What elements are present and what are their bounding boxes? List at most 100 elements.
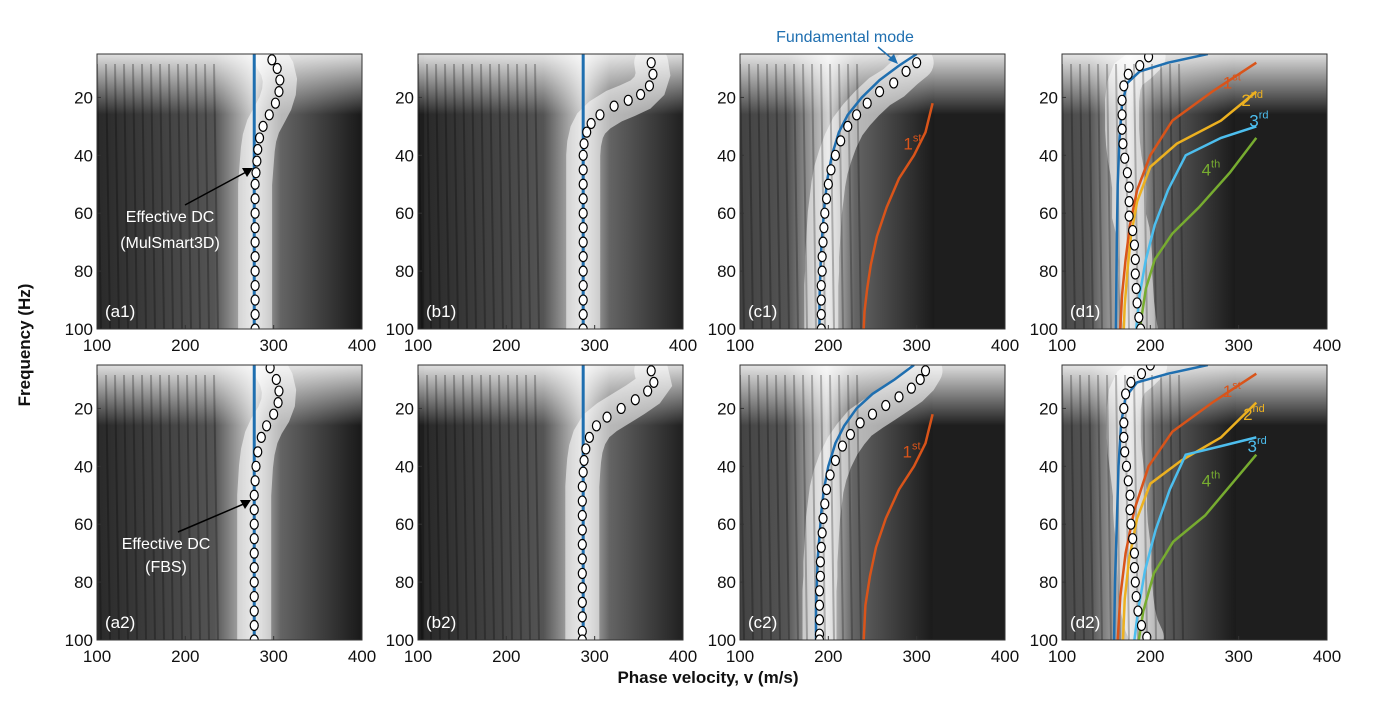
striation [480,63,486,329]
x-tick-label: 200 [171,336,199,355]
dc-point [578,279,588,292]
panel-b2: (b2) 100 200 300 400 20 40 60 80 100 [386,364,697,666]
dc-point [1130,268,1140,280]
x-tick-label: 400 [348,336,376,355]
dc-point [1143,54,1154,63]
dc-point [256,431,266,443]
striation [525,374,531,640]
striation [775,374,781,640]
y-tick-label: 40 [74,146,93,165]
x-tick-label: 300 [1224,336,1252,355]
striation [1160,63,1166,329]
dc-point [1122,167,1132,179]
dc-point [630,394,640,406]
y-tick-label: 20 [717,399,736,418]
dc-point [1118,138,1128,150]
striation [168,63,174,329]
dc-point [1123,475,1133,487]
y-tick-label: 100 [1030,631,1058,650]
dc-point [1130,576,1140,588]
axes-frame [739,53,1006,330]
y-tick-label: 20 [1039,88,1058,107]
dc-point [814,634,825,640]
y-tick-label: 60 [395,204,414,223]
panel-label: (b1) [426,302,456,321]
dc-point [1124,210,1134,222]
dc-point [577,611,587,623]
dc-point [1121,460,1132,472]
striation [1169,374,1175,640]
dc-point [819,222,829,234]
dc-point [578,164,588,176]
dc-point [889,77,899,89]
striation [740,63,745,329]
x-tick-label: 300 [259,336,287,355]
dc-point [595,109,605,121]
striation [105,63,111,329]
dc-point [578,294,588,306]
axes-frame [739,364,1006,641]
dc-point [644,80,655,92]
striation [462,374,468,640]
y-tick-label: 60 [1039,204,1058,223]
dc-point [577,582,587,594]
y-tick-label: 60 [717,204,736,223]
y-tick-label: 100 [708,631,736,650]
striation [141,63,147,329]
striation [793,374,799,640]
striation [97,63,102,329]
striation [453,374,459,640]
y-tick-label: 100 [65,631,93,650]
y-tick-label: 80 [717,262,736,281]
dc-point [591,420,602,432]
dc-point [814,614,825,626]
dc-point [270,97,281,109]
x-tick-label: 200 [492,336,520,355]
dc-point [249,518,259,530]
dc-point [1131,282,1141,295]
dc-point [643,385,653,397]
dc-point [582,126,592,138]
dc-point [1128,533,1138,545]
striation [1097,63,1103,329]
striation [1106,374,1112,640]
dc-point [579,454,589,467]
y-tick-label: 100 [386,320,414,339]
striation [204,63,210,329]
striation [1124,63,1130,329]
dc-point [577,553,587,565]
dc-point [646,365,656,377]
striation [123,63,129,329]
dc-point [265,365,275,374]
x-tick-label: 300 [580,647,608,666]
x-tick-label: 100 [404,647,432,666]
dc-point [851,109,862,121]
striation [114,374,120,640]
striation [1088,374,1094,640]
dc-point [1124,196,1134,208]
striation [105,374,111,640]
dc-point [264,109,274,121]
dc-point [823,178,833,190]
y-tick-label: 100 [386,631,414,650]
striation [418,374,423,640]
dc-point [816,323,826,329]
dc-point [855,417,865,429]
striation [802,374,808,640]
dc-point [816,279,826,292]
dc-point [820,498,830,510]
x-tick-label: 300 [1224,647,1252,666]
dc-point [1136,368,1147,380]
axes-frame [1061,364,1328,641]
striation [177,63,183,329]
annotation-arrowhead [242,168,253,177]
y-tick-label: 80 [1039,262,1058,281]
dc-point [1117,109,1127,121]
dc-point [1142,631,1152,640]
striation [462,63,468,329]
y-tick-label: 20 [395,399,414,418]
striation [748,63,754,329]
striation [847,63,853,329]
dc-point [635,88,646,101]
